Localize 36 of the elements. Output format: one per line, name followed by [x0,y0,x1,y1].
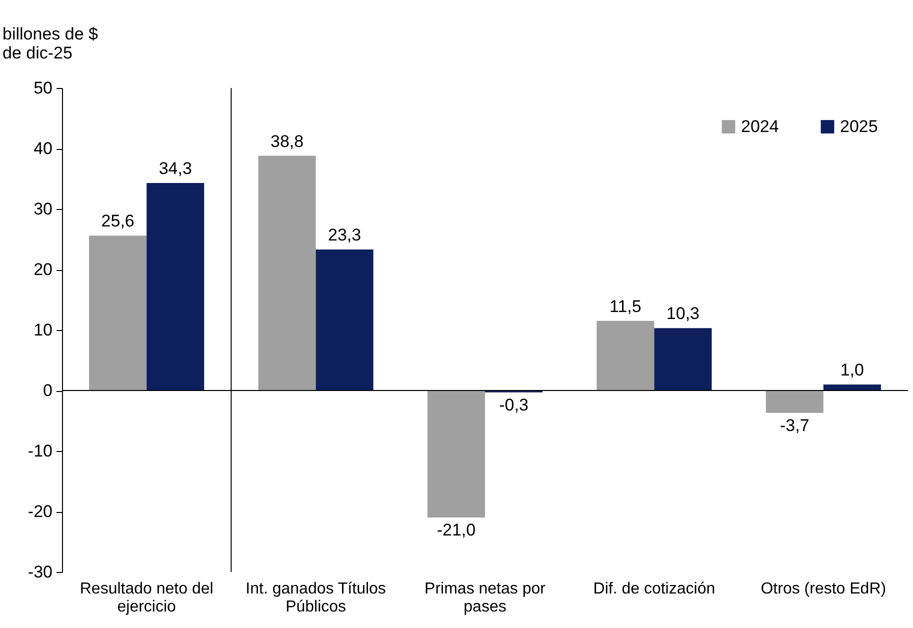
y-tick-label: 10 [34,320,52,340]
y-tick-label: 0 [43,381,52,400]
data-label: 38,8 [270,132,304,151]
x-tick-label: Resultado neto del ejercicio [80,580,214,616]
data-label: -21,0 [436,520,476,540]
bar [427,390,485,518]
data-label: 34,3 [158,158,192,178]
bar [89,236,147,390]
x-tick-label: Primas netas por pases [424,580,546,616]
bar [596,320,654,390]
y-tick-label: 50 [34,78,52,98]
bar [766,390,824,413]
data-label: 10,3 [666,304,700,324]
y-tick-label: 20 [34,260,52,279]
bar [654,328,712,390]
y-tick-label: -20 [28,502,52,521]
data-label: -3,7 [780,416,810,435]
bar [146,182,204,390]
bar [823,384,881,390]
legend-label: 2025 [840,116,878,136]
y-tick-label: 40 [34,139,52,158]
data-label: 23,3 [328,226,362,245]
y-axis-title: billones de $ de dic-25 [2,24,99,62]
data-label: 25,6 [101,212,134,231]
data-label: 11,5 [610,296,642,316]
y-tick-label: -10 [28,442,52,460]
legend-label: 2024 [741,116,779,136]
y-tick-label: 30 [34,200,52,218]
data-label: -0,3 [499,395,528,414]
bar [258,156,316,390]
y-tick-label: -30 [28,562,52,582]
bar [316,250,374,390]
x-tick-label: Otros (resto EdR) [760,580,886,598]
data-label: 1,0 [840,360,864,380]
x-tick-label: Int. ganados Títulos Públicos [246,580,386,616]
x-tick-label: Dif. de cotización [593,580,716,598]
